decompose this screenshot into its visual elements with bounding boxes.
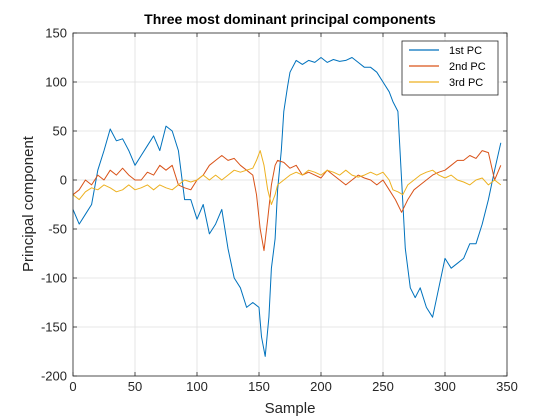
series-line-2 xyxy=(72,150,502,252)
x-tick-label: 100 xyxy=(186,379,208,394)
x-tick-label: 200 xyxy=(310,379,332,394)
legend-label-2: 2nd PC xyxy=(449,61,486,73)
chart-title: Three most dominant principal components xyxy=(144,11,436,27)
y-tick-label: 50 xyxy=(53,124,67,139)
x-tick-label: 50 xyxy=(128,379,142,394)
series-lines xyxy=(72,57,502,357)
x-tick-label: 250 xyxy=(372,379,394,394)
y-tick-label: 150 xyxy=(45,26,67,41)
x-tick-label: 150 xyxy=(248,379,270,394)
x-axis-label: Sample xyxy=(265,400,316,417)
y-tick-label: -150 xyxy=(41,320,67,335)
y-tick-label: -100 xyxy=(41,271,67,286)
axes-box xyxy=(72,32,508,377)
x-tick-label: 300 xyxy=(434,379,456,394)
series-line-3 xyxy=(72,150,502,205)
x-tick-label: 0 xyxy=(69,379,76,394)
legend-label-3: 3rd PC xyxy=(449,77,483,89)
legend: 1st PC 2nd PC 3rd PC xyxy=(401,40,499,96)
y-tick-label: -200 xyxy=(41,369,67,384)
y-axis-ticks: -200 -150 -100 -50 0 50 100 150 xyxy=(41,26,507,384)
legend-entries: 1st PC 2nd PC 3rd PC xyxy=(409,45,486,89)
x-axis-ticks: 0 50 100 150 200 250 300 350 xyxy=(69,33,518,394)
series-line-1 xyxy=(72,57,502,357)
y-tick-label: 100 xyxy=(45,75,67,90)
legend-label-1: 1st PC xyxy=(449,45,482,57)
y-tick-label: -50 xyxy=(48,222,67,237)
y-tick-label: 0 xyxy=(60,173,67,188)
x-tick-label: 350 xyxy=(496,379,518,394)
y-axis-label: Principal component xyxy=(20,135,37,272)
